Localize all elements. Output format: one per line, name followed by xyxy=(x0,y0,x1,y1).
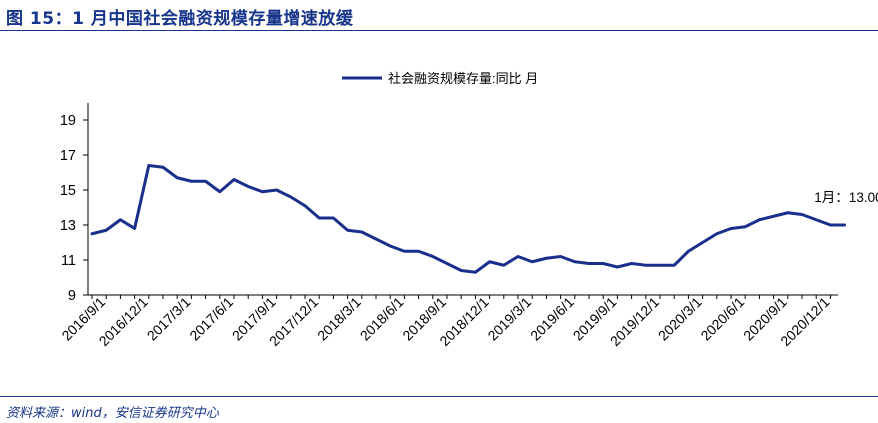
x-tick-label: 2019/6/1 xyxy=(527,294,577,344)
x-tick-label: 2017/3/1 xyxy=(144,294,194,344)
figure-title: 图 15：1 月中国社会融资规模存量增速放缓 xyxy=(6,9,354,29)
bottom-divider xyxy=(0,396,878,397)
y-tick-label: 11 xyxy=(61,253,76,269)
x-axis: 2016/9/12016/12/12017/3/12017/6/12017/9/… xyxy=(58,294,838,349)
legend: 社会融资规模存量:同比 月 xyxy=(342,71,538,86)
x-tick-label: 2020/3/1 xyxy=(655,294,705,344)
x-tick-label: 2018/6/1 xyxy=(357,294,407,344)
y-axis: 9 11 13 15 17 19 xyxy=(60,103,89,304)
last-value-annotation: 1月：13.00 xyxy=(814,190,878,205)
x-tick-label: 2018/3/1 xyxy=(314,294,364,344)
y-tick-label: 17 xyxy=(60,148,76,164)
source-note: 资料来源：wind，安信证券研究中心 xyxy=(6,406,219,421)
y-tick-label: 19 xyxy=(60,113,76,129)
y-tick-label: 13 xyxy=(60,218,76,234)
top-divider xyxy=(0,30,878,31)
x-tick-label: 2017/6/1 xyxy=(186,294,236,344)
plot-area xyxy=(90,164,847,274)
x-tick-label: 2019/3/1 xyxy=(484,294,534,344)
y-tick-label: 9 xyxy=(68,288,76,304)
legend-label: 社会融资规模存量:同比 月 xyxy=(388,71,538,86)
y-tick-label: 15 xyxy=(60,183,76,199)
x-tick-label: 2020/6/1 xyxy=(697,294,747,344)
series-line xyxy=(90,164,847,274)
